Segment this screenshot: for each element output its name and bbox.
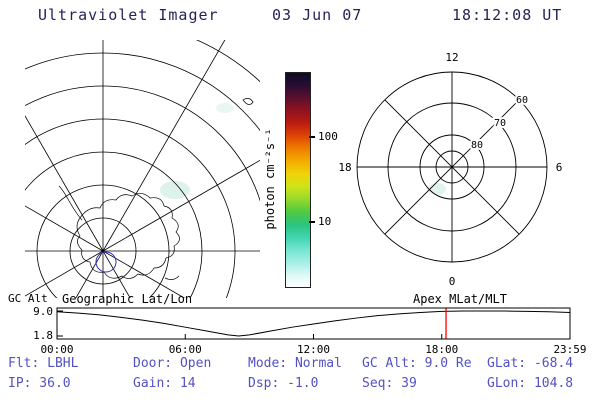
apex-polar-panel: 12 18 6 0 60 70 80 [338, 51, 563, 287]
mlat-ring-label-80: 80 [471, 140, 483, 151]
geographic-map-panel [25, 40, 260, 298]
status-ip: IP: 36.0 [8, 376, 71, 391]
status-flt: Flt: LBHL [8, 356, 79, 371]
colorbar [285, 72, 311, 288]
header-date: 03 Jun 07 [272, 6, 363, 24]
terminator-circle [95, 251, 117, 273]
header-time: 18:12:08 UT [452, 6, 563, 24]
auroral-emission-patch [160, 181, 190, 199]
status-seq: Seq: 39 [362, 376, 417, 391]
status-gc-alt: GC Alt: 9.0 Re [362, 356, 472, 371]
gc-alt-curve [56, 310, 571, 337]
ytick-label-9.0: 9.0 [33, 305, 53, 318]
mlat-ring-label-70: 70 [494, 118, 506, 129]
auroral-emission-patch [216, 103, 234, 113]
xtick-label-0600: 06:00 [169, 343, 202, 356]
colorbar-tickmark-100 [309, 136, 315, 138]
status-dsp: Dsp: -1.0 [248, 376, 319, 391]
status-gain: Gain: 14 [133, 376, 196, 391]
colorbar-tick-100: 100 [318, 130, 338, 143]
ytick-label-1.8: 1.8 [33, 329, 53, 342]
xtick-label-0000: 00:00 [40, 343, 73, 356]
colorbar-label: photon cm⁻²s⁻¹ [263, 128, 277, 230]
mlat-mlt-grid [356, 71, 548, 263]
auroral-emission-patch [428, 183, 446, 195]
colorbar-tickmark-10 [309, 221, 315, 223]
gc-alt-strip-chart: GC Alt Geographic Lat/Lon Apex MLat/MLT … [8, 292, 587, 356]
xtick-label-1800: 18:00 [425, 343, 458, 356]
status-glat: GLat: -68.4 [487, 356, 574, 371]
apex-panel-label: Apex MLat/MLT [413, 292, 507, 306]
mlat-ring-label-60: 60 [516, 95, 528, 106]
mlt-label-18: 18 [338, 161, 351, 174]
mlt-label-6: 6 [556, 161, 563, 174]
coastline [58, 98, 254, 280]
xtick-label-1200: 12:00 [297, 343, 330, 356]
app-title: Ultraviolet Imager [38, 6, 219, 24]
colorbar-tick-10: 10 [318, 215, 332, 228]
geo-panel-label: Geographic Lat/Lon [62, 292, 192, 306]
mlt-label-0: 0 [449, 275, 456, 287]
strip-ylabel: GC Alt [8, 292, 48, 305]
status-glon: GLon: 104.8 [487, 376, 574, 391]
lat-lon-graticule [25, 40, 260, 298]
status-door: Door: Open [133, 356, 212, 371]
mlt-label-12: 12 [445, 51, 458, 64]
status-mode: Mode: Normal [248, 356, 342, 371]
xtick-label-2359: 23:59 [553, 343, 586, 356]
